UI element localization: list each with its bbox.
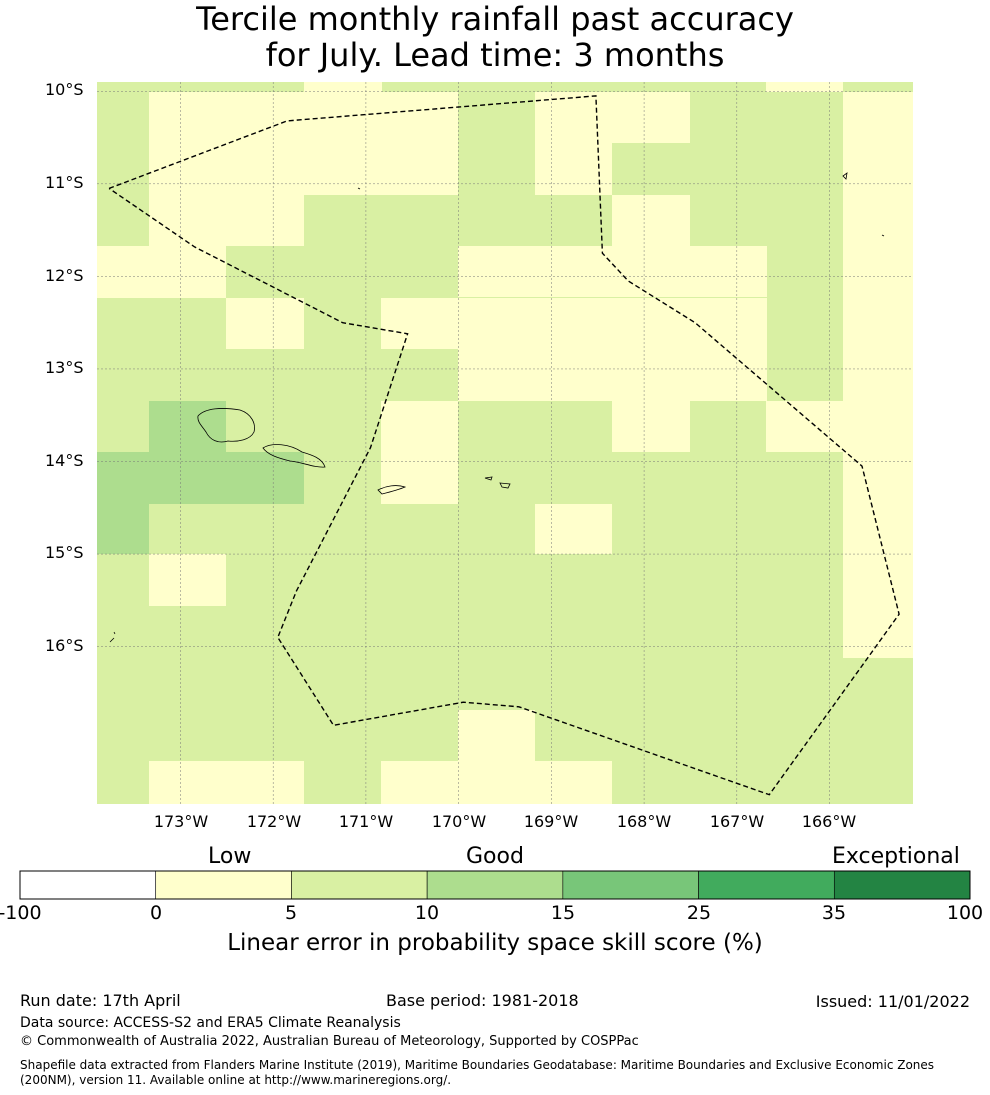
skill-cell — [535, 504, 612, 554]
skill-cell — [535, 92, 690, 143]
lat-label-13s: 13°S — [45, 358, 84, 377]
tau-island — [499, 482, 511, 489]
colorbar-tick-35: 35 — [821, 902, 847, 924]
colorbar-tick-15: 15 — [550, 902, 576, 924]
lon-label-172w: 172°W — [246, 812, 302, 831]
colorbar-tick-0: 0 — [149, 902, 163, 924]
colorbar-tick-100: 100 — [946, 902, 984, 924]
islands — [109, 172, 885, 643]
skill-cell — [458, 246, 767, 297]
skill-cell — [97, 246, 226, 298]
colorbar-outline — [19, 870, 971, 900]
skill-cell — [612, 195, 690, 246]
map-title-line2: for July. Lead time: 3 months — [265, 36, 725, 74]
colorbar-tick-minus100: -100 — [0, 902, 42, 924]
shapefile-credit-line1: Shapefile data extracted from Flanders M… — [20, 1058, 935, 1072]
shapefile-credit-line2: (200NM), version 11. Available online at… — [20, 1073, 452, 1087]
colorbar-tick-5: 5 — [284, 902, 298, 924]
run-date: Run date: 17th April — [20, 991, 181, 1010]
category-exceptional: Exceptional — [832, 844, 960, 869]
skill-cell — [843, 92, 913, 658]
ofu-olosega-island — [484, 476, 493, 481]
lat-label-16s: 16°S — [45, 636, 84, 655]
lon-label-171w: 171°W — [338, 812, 394, 831]
skill-cell — [381, 401, 458, 504]
skill-cell — [149, 92, 458, 195]
copyright: © Commonwealth of Australia 2022, Austra… — [20, 1034, 639, 1049]
skill-cell — [612, 401, 690, 452]
lon-label-169w: 169°W — [523, 812, 579, 831]
skill-cell — [149, 554, 226, 606]
skill-cell — [97, 504, 149, 554]
skill-cell — [304, 82, 382, 92]
skill-cell — [766, 401, 843, 452]
lat-label-12s: 12°S — [45, 266, 84, 285]
skill-cell — [226, 298, 304, 349]
skill-cell — [149, 761, 304, 804]
colorbar-segment — [562, 870, 699, 900]
base-period: Base period: 1981-2018 — [386, 991, 579, 1010]
lon-label-173w: 173°W — [153, 812, 209, 831]
skill-cell — [381, 298, 767, 349]
lon-label-167w: 167°W — [709, 812, 765, 831]
skill-cell — [766, 82, 843, 92]
lat-label-10s: 10°S — [45, 80, 84, 99]
small-islet — [881, 234, 885, 237]
skill-cell — [381, 761, 612, 804]
swains-island — [357, 187, 361, 190]
issued-date: Issued: 11/01/2022 — [815, 992, 970, 1011]
wallis-islet — [109, 631, 116, 643]
colorbar-segment — [291, 870, 428, 900]
colorbar — [19, 870, 971, 900]
skill-cell — [97, 452, 304, 504]
graticule — [97, 82, 913, 804]
savaii-island — [197, 408, 255, 443]
tokelau-atoll — [842, 172, 848, 180]
colorbar-segment — [426, 870, 564, 900]
category-low: Low — [208, 844, 252, 869]
data-source: Data source: ACCESS-S2 and ERA5 Climate … — [20, 1015, 401, 1031]
colorbar-segment — [698, 870, 835, 900]
category-good: Good — [466, 844, 524, 869]
lon-label-168w: 168°W — [616, 812, 672, 831]
skill-cell — [535, 143, 612, 195]
lon-label-166w: 166°W — [801, 812, 857, 831]
skill-cell — [149, 195, 304, 246]
lat-label-14s: 14°S — [45, 451, 84, 470]
lat-label-15s: 15°S — [45, 543, 84, 562]
colorbar-tick-10: 10 — [414, 902, 440, 924]
eez-boundary — [108, 95, 900, 796]
lon-label-170w: 170°W — [431, 812, 487, 831]
map-title-line1: Tercile monthly rainfall past accuracy — [196, 0, 794, 38]
colorbar-segment — [155, 870, 292, 900]
lat-label-11s: 11°S — [45, 173, 84, 192]
skill-cell — [458, 349, 767, 401]
upolu-island — [262, 444, 326, 468]
skill-grid — [97, 82, 913, 804]
skill-cell — [149, 401, 226, 452]
colorbar-label: Linear error in probability space skill … — [227, 930, 763, 956]
tutuila-island — [377, 485, 407, 495]
colorbar-tick-25: 25 — [686, 902, 712, 924]
skill-cell — [458, 710, 535, 761]
colorbar-segment — [833, 870, 971, 900]
colorbar-segment — [19, 870, 157, 900]
